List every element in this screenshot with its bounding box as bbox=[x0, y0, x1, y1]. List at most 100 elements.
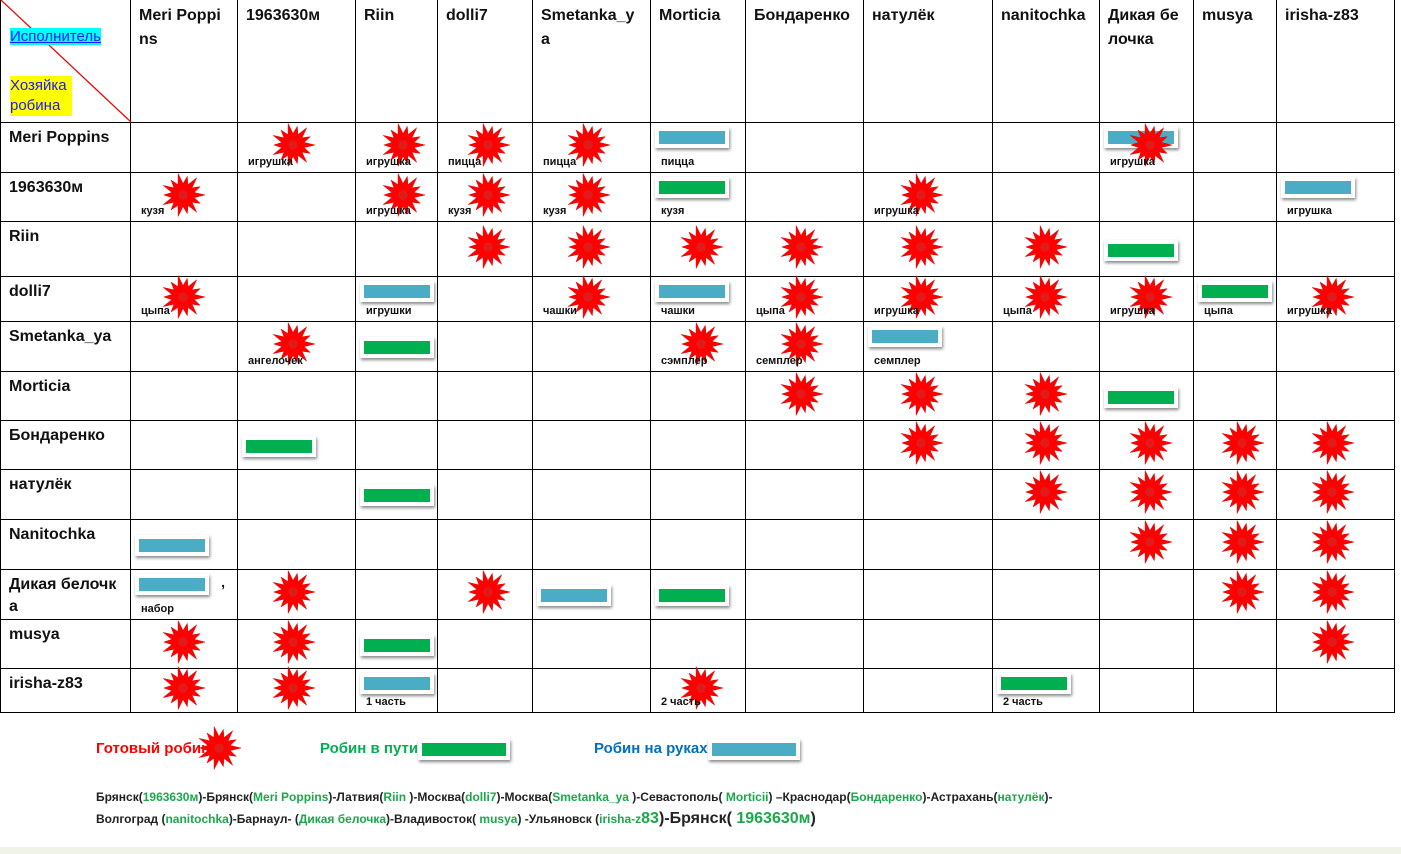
cell bbox=[1194, 173, 1277, 222]
cell bbox=[1194, 123, 1277, 173]
cell bbox=[651, 372, 746, 421]
route-segment: dolli7 bbox=[465, 790, 497, 804]
cell bbox=[356, 222, 438, 277]
cell-label: чашки bbox=[543, 305, 577, 317]
cell bbox=[131, 470, 238, 520]
row-header: Smetanka_ya bbox=[0, 322, 131, 372]
blue-bar bbox=[868, 326, 942, 347]
cell bbox=[993, 620, 1100, 669]
star bbox=[468, 123, 511, 167]
star bbox=[900, 224, 943, 269]
cell bbox=[356, 470, 438, 520]
cell bbox=[864, 669, 993, 713]
cell: пицца bbox=[438, 123, 533, 173]
cell bbox=[356, 620, 438, 669]
cell bbox=[131, 123, 238, 173]
green-bar bbox=[360, 634, 434, 656]
row-header: Morticia bbox=[0, 372, 131, 421]
cell bbox=[993, 322, 1100, 372]
cell-label: 1 часть bbox=[366, 696, 406, 708]
cell bbox=[993, 173, 1100, 222]
cell bbox=[131, 421, 238, 470]
star bbox=[900, 172, 943, 217]
cell bbox=[1194, 222, 1277, 277]
green-bar bbox=[360, 485, 434, 506]
route-segment: Morticii bbox=[725, 790, 769, 804]
route-segment: ) bbox=[810, 810, 816, 827]
cell bbox=[864, 620, 993, 669]
star bbox=[567, 224, 610, 269]
route-segment: )- bbox=[1044, 790, 1053, 804]
cell bbox=[438, 222, 533, 277]
star bbox=[1025, 224, 1068, 269]
cell bbox=[438, 520, 533, 570]
blue-bar bbox=[655, 127, 729, 148]
cell bbox=[1100, 372, 1194, 421]
performer: Исполнитель bbox=[10, 28, 101, 45]
cell: кузя bbox=[533, 172, 651, 222]
row-header: Riin bbox=[0, 222, 131, 277]
cell bbox=[864, 570, 993, 620]
column-header: 1963630м bbox=[238, 0, 356, 123]
cell-label: набор bbox=[141, 603, 174, 615]
cell bbox=[746, 620, 864, 669]
star bbox=[163, 619, 206, 664]
cell bbox=[993, 520, 1100, 570]
cell: игрушка bbox=[356, 172, 438, 222]
cell bbox=[533, 520, 651, 570]
cell bbox=[746, 570, 864, 620]
cell bbox=[864, 420, 993, 470]
cell bbox=[1194, 669, 1277, 713]
star bbox=[272, 123, 315, 167]
cell bbox=[746, 123, 864, 173]
cell: семплер bbox=[864, 322, 993, 372]
cell bbox=[651, 620, 746, 669]
star bbox=[567, 274, 610, 319]
cell bbox=[533, 570, 651, 620]
cell-label: цыпа bbox=[1003, 305, 1032, 317]
column-header: Smetanka_ya bbox=[533, 0, 651, 123]
cell: семплер bbox=[746, 322, 864, 372]
route-segment: )-Севастополь( bbox=[632, 790, 726, 804]
star bbox=[1311, 520, 1354, 564]
cell bbox=[1194, 570, 1277, 620]
cell-note: , bbox=[221, 574, 225, 590]
blue-bar bbox=[537, 585, 611, 606]
cell bbox=[438, 322, 533, 372]
cell: игрушка bbox=[238, 123, 356, 173]
star bbox=[780, 224, 823, 269]
star bbox=[780, 371, 823, 416]
star bbox=[900, 420, 943, 465]
cell bbox=[1194, 470, 1277, 520]
cell bbox=[1277, 372, 1395, 421]
cell bbox=[651, 520, 746, 570]
cell bbox=[864, 222, 993, 277]
blue-bar bbox=[708, 739, 800, 760]
column-header: Meri Poppins bbox=[131, 0, 238, 123]
cell-label: семплер bbox=[874, 355, 921, 367]
cell-label: цыпа bbox=[756, 305, 785, 317]
star bbox=[900, 371, 943, 416]
column-header: Бондаренко bbox=[746, 0, 864, 123]
cell: пицца bbox=[533, 123, 651, 173]
star bbox=[468, 224, 511, 269]
cell: игрушка bbox=[1100, 123, 1194, 173]
row-header: musya bbox=[0, 620, 131, 669]
cell bbox=[356, 372, 438, 421]
cell bbox=[864, 123, 993, 173]
star bbox=[1221, 470, 1264, 514]
row-header: Дикая белочка bbox=[0, 570, 131, 620]
cell bbox=[533, 322, 651, 372]
blue-bar bbox=[360, 281, 434, 302]
cell bbox=[238, 570, 356, 620]
star bbox=[383, 172, 426, 217]
route-segment: )-Москва( bbox=[409, 790, 466, 804]
cell bbox=[651, 222, 746, 277]
cell bbox=[438, 421, 533, 470]
cell bbox=[131, 666, 238, 713]
cell bbox=[438, 570, 533, 620]
star bbox=[900, 274, 943, 319]
cell bbox=[651, 470, 746, 520]
cell bbox=[993, 420, 1100, 470]
route-segment: 83 bbox=[641, 810, 659, 827]
